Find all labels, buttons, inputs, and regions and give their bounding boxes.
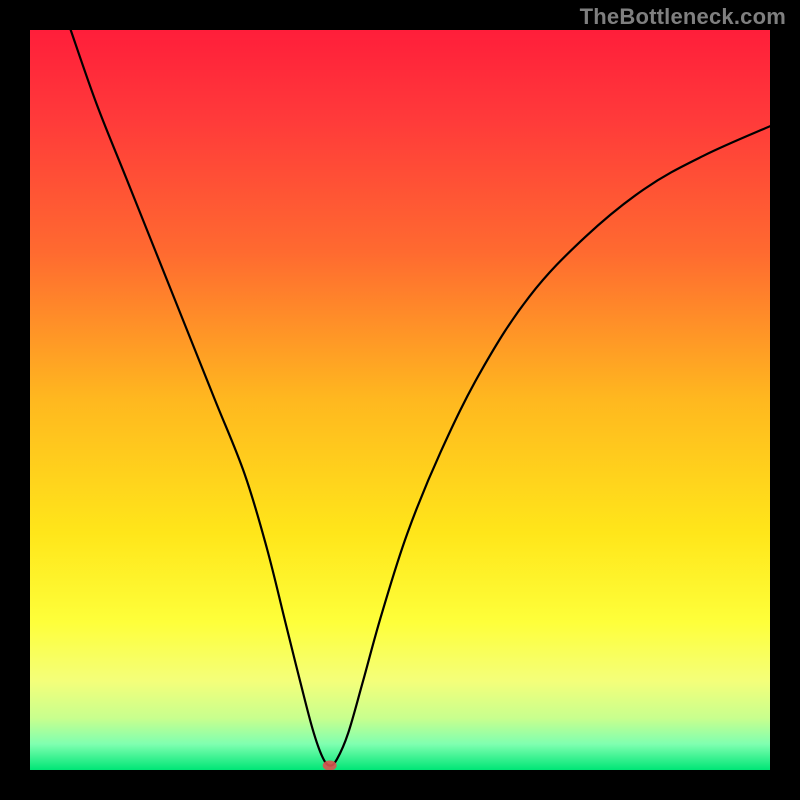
bottleneck-curve xyxy=(30,30,770,770)
watermark-text: TheBottleneck.com xyxy=(580,4,786,30)
plot-area xyxy=(30,30,770,770)
